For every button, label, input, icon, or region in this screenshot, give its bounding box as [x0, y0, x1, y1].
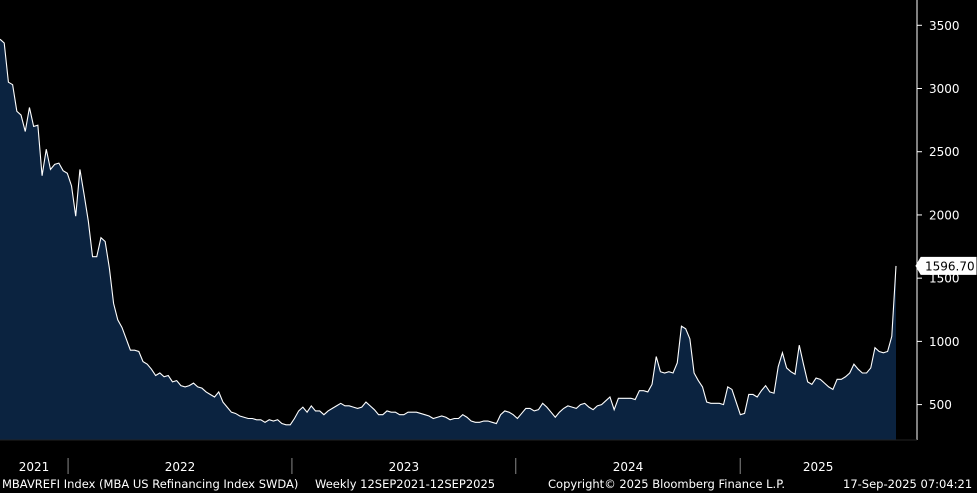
y-tick-label: 2000 [929, 208, 960, 222]
last-value-label: 1596.70 [925, 259, 975, 273]
series-line [0, 38, 897, 426]
y-tick-label: 500 [929, 398, 952, 412]
y-tick-label: 2500 [929, 145, 960, 159]
y-tick-label: 1000 [929, 335, 960, 349]
y-tick-label: 1500 [929, 272, 960, 286]
footer-ticker: MBAVREFI Index (MBA US Refinancing Index… [2, 477, 299, 491]
chart: 500 1000 1500 2000 2500 3000 3500 2021 2022 2023… [0, 0, 977, 474]
x-tick-label: 2025 [803, 460, 834, 474]
footer-date-range: Weekly 12SEP2021-12SEP2025 [315, 477, 496, 491]
x-axis: 2021 2022 2023 2024 2025 [0, 439, 917, 474]
series-area [0, 39, 896, 440]
chart-footer: MBAVREFI Index (MBA US Refinancing Index… [0, 475, 977, 493]
x-tick-label: 2023 [389, 460, 420, 474]
last-value-box [915, 256, 977, 275]
last-value-marker: 1596.70 [915, 256, 977, 275]
footer-timestamp: 17-Sep-2025 07:04:21 [843, 477, 973, 491]
x-tick-label: 2024 [613, 460, 644, 474]
y-tick-label: 3000 [929, 82, 960, 96]
area-layer [0, 38, 897, 440]
x-tick-label: 2022 [165, 460, 196, 474]
y-tick-label: 3500 [929, 19, 960, 33]
footer-copyright: Copyright© 2025 Bloomberg Finance L.P. [548, 477, 785, 491]
y-axis: 500 1000 1500 2000 2500 3000 3500 [916, 0, 960, 440]
x-tick-label: 2021 [19, 460, 50, 474]
